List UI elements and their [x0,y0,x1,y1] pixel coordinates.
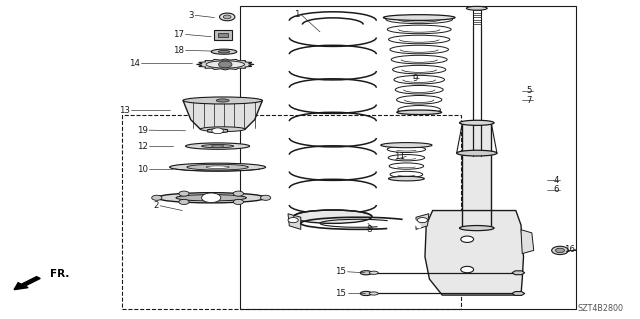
Circle shape [461,266,474,273]
Circle shape [218,61,232,68]
Text: 12: 12 [137,142,148,151]
Bar [218,33,228,37]
Ellipse shape [390,171,422,178]
Ellipse shape [301,217,416,229]
Text: 18: 18 [173,46,184,55]
Circle shape [234,199,244,204]
Ellipse shape [383,15,455,20]
Ellipse shape [183,97,262,104]
Ellipse shape [186,143,250,149]
Ellipse shape [388,155,425,161]
Ellipse shape [392,65,446,74]
Polygon shape [196,59,254,70]
Polygon shape [207,129,228,133]
Text: 5: 5 [526,86,532,95]
Ellipse shape [200,127,245,132]
Text: 11: 11 [394,152,405,161]
Circle shape [212,128,223,134]
Ellipse shape [394,75,445,84]
Bar [214,30,232,40]
Text: 2: 2 [153,201,159,210]
Circle shape [417,218,428,223]
Ellipse shape [460,120,494,125]
Ellipse shape [386,15,452,24]
Ellipse shape [381,143,432,148]
Ellipse shape [369,271,378,274]
Ellipse shape [206,61,244,68]
Text: 1: 1 [294,10,300,19]
Text: SZT4B2800: SZT4B2800 [578,304,624,313]
Circle shape [223,15,231,19]
Polygon shape [512,292,525,295]
Text: 14: 14 [129,59,140,68]
Text: 10: 10 [137,165,148,174]
Ellipse shape [390,45,449,54]
Circle shape [220,13,235,21]
Ellipse shape [397,95,442,104]
Circle shape [234,191,244,196]
Ellipse shape [460,226,494,231]
Polygon shape [521,230,534,254]
Bar [240,6,576,309]
Circle shape [260,195,271,200]
Ellipse shape [202,145,234,148]
Text: 15: 15 [335,289,346,298]
Ellipse shape [397,110,442,115]
Text: 7: 7 [526,96,532,105]
Ellipse shape [294,210,372,223]
Ellipse shape [157,193,266,203]
Ellipse shape [187,164,248,170]
Ellipse shape [389,163,424,169]
Ellipse shape [360,292,372,295]
Ellipse shape [176,195,246,201]
Ellipse shape [398,106,440,114]
Ellipse shape [218,50,230,53]
Polygon shape [183,100,262,129]
Text: 6: 6 [553,185,559,194]
Ellipse shape [457,150,497,156]
Text: 16: 16 [564,245,575,254]
Bar [122,115,461,309]
Circle shape [152,195,162,200]
Ellipse shape [360,271,372,275]
Ellipse shape [211,49,237,54]
Ellipse shape [211,145,224,147]
Ellipse shape [387,146,426,152]
Text: FR.: FR. [50,269,69,279]
Ellipse shape [206,166,229,168]
Ellipse shape [467,6,487,10]
Ellipse shape [170,163,266,171]
Text: 9: 9 [413,74,418,83]
Circle shape [202,193,221,203]
Text: 8: 8 [366,225,372,234]
Circle shape [552,246,568,255]
Ellipse shape [216,99,229,102]
Circle shape [179,199,189,204]
Ellipse shape [369,292,378,295]
Circle shape [461,236,474,242]
Polygon shape [416,214,429,229]
Text: 4: 4 [553,176,559,185]
Polygon shape [512,271,525,275]
FancyArrow shape [14,277,40,290]
Polygon shape [288,214,301,229]
Text: 15: 15 [335,267,346,276]
Polygon shape [425,211,524,295]
Ellipse shape [388,35,450,44]
Ellipse shape [387,25,451,34]
Bar [463,123,492,228]
Circle shape [288,218,298,223]
Circle shape [556,248,564,253]
Text: 3: 3 [188,11,194,20]
Text: 17: 17 [173,30,184,39]
Text: 19: 19 [137,126,148,135]
Ellipse shape [388,176,424,181]
Ellipse shape [391,55,447,64]
Ellipse shape [396,85,443,94]
Text: 13: 13 [119,106,130,115]
Circle shape [179,191,189,196]
